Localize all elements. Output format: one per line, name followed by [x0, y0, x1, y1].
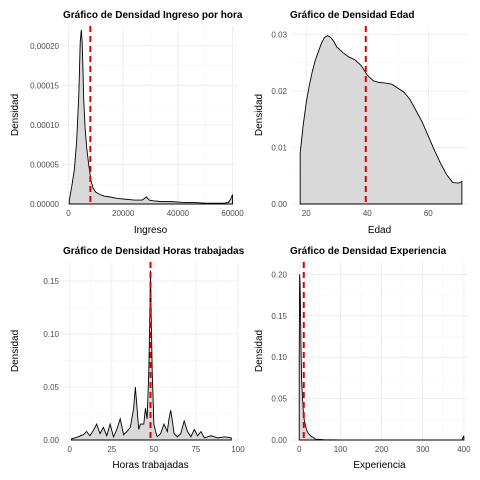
panel-experiencia: 0 100 200 300 400 0.00 0.05 0.10 0.15 0.20 Gráfico… [254, 246, 471, 471]
y-axis-label-experiencia: Densidad [254, 330, 265, 372]
y-tick-label: 0.00005 [30, 160, 59, 169]
panel-horas: 0 25 50 75 100 0.00 0.05 0.10 0.15 Gráfico de Den… [10, 246, 245, 471]
y-tick-label: 0.00020 [30, 42, 59, 51]
x-tick-label: 0 [297, 445, 302, 454]
chart-title-ingreso: Gráfico de Densidad Ingreso por hora [63, 10, 243, 21]
x-tick-label: 40000 [167, 209, 190, 218]
x-tick-label: 0 [68, 445, 73, 454]
x-tick-label: 25 [107, 445, 116, 454]
y-tick-label: 0.03 [271, 30, 287, 39]
x-tick-label: 60 [424, 209, 433, 218]
y-tick-label: 0.20 [271, 270, 287, 279]
y-tick-label: 0.10 [43, 330, 59, 339]
x-tick-label: 0 [66, 209, 71, 218]
x-axis-label-experiencia: Experiencia [353, 460, 406, 471]
x-tick-label: 300 [416, 445, 430, 454]
x-tick-label: 20000 [112, 209, 135, 218]
y-tick-label: 0.00 [43, 436, 59, 445]
y-tick-label: 0.00010 [30, 121, 59, 130]
density-area-edad [299, 35, 463, 205]
chart-title-horas: Gráfico de Densidad Horas trabajadas [63, 246, 245, 257]
y-tick-label: 0.15 [43, 277, 59, 286]
x-tick-label: 20 [302, 209, 311, 218]
x-tick-label: 400 [457, 445, 471, 454]
x-tick-label: 50 [149, 445, 158, 454]
density-area-experiencia [298, 274, 465, 441]
y-axis-label-edad: Densidad [254, 94, 265, 136]
x-axis-label-ingreso: Ingreso [134, 225, 168, 236]
y-axis-label-ingreso: Densidad [10, 94, 21, 136]
chart-title-edad: Gráfico de Densidad Edad [290, 10, 414, 21]
y-tick-label: 0.00015 [30, 81, 59, 90]
y-tick-label: 0.15 [271, 312, 287, 321]
y-axis-label-horas: Densidad [10, 330, 21, 372]
x-tick-label: 100 [334, 445, 348, 454]
chart-title-experiencia: Gráfico de Densidad Experiencia [290, 246, 447, 257]
y-tick-label: 0.00000 [30, 200, 59, 209]
y-tick-label: 0.10 [271, 353, 287, 362]
x-tick-label: 40 [363, 209, 372, 218]
y-tick-label: 0.05 [43, 383, 59, 392]
y-tick-label: 0.01 [271, 143, 287, 152]
y-tick-label: 0.00 [271, 200, 287, 209]
x-tick-label: 60000 [221, 209, 244, 218]
x-axis-label-edad: Edad [368, 225, 391, 236]
x-axis-label-horas: Horas trabajadas [112, 460, 188, 471]
x-tick-label: 75 [191, 445, 200, 454]
x-tick-label: 100 [231, 445, 245, 454]
y-tick-label: 0.05 [271, 395, 287, 404]
density-area-ingreso [68, 29, 233, 205]
x-tick-label: 200 [375, 445, 389, 454]
panel-ingreso: 0 20000 40000 60000 0.00000 0.00005 0.00010 0.0… [10, 10, 244, 236]
y-tick-label: 0.02 [271, 87, 287, 96]
y-tick-label: 0.00 [271, 436, 287, 445]
